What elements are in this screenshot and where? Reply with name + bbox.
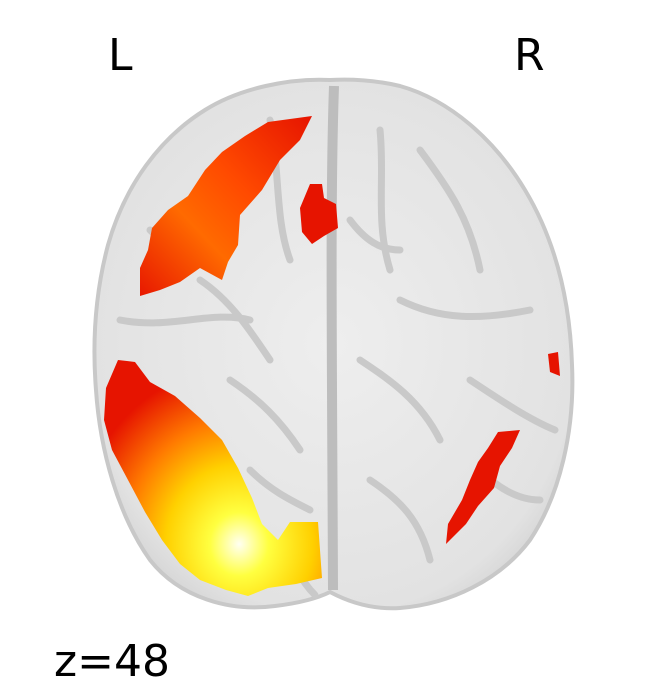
activation-left-medial-frontal [300,184,338,244]
left-hemisphere-label: L [108,30,133,81]
right-hemisphere-label: R [514,30,545,81]
activation-left-parietal [104,360,322,596]
interhemispheric-fissure [326,85,339,591]
activation-left-frontal [140,116,312,296]
activation-right-lateral-small [548,352,560,376]
slice-coordinate-label: z=48 [54,636,170,687]
activation-right-parietal [446,430,520,544]
